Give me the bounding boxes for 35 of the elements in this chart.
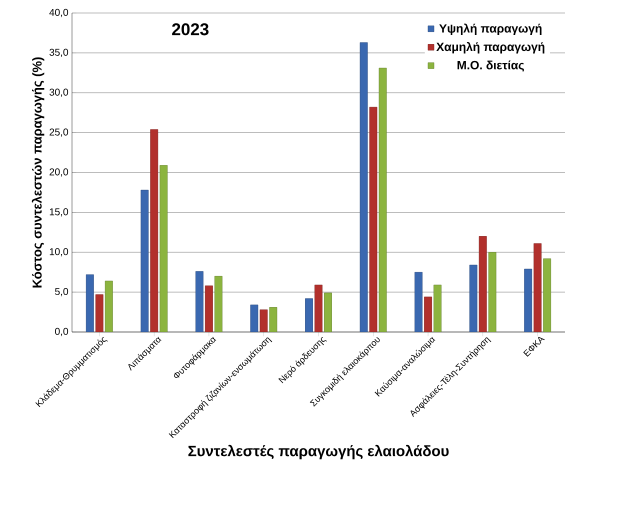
bar	[543, 258, 552, 332]
bar	[160, 165, 168, 332]
bar	[204, 286, 213, 332]
legend-label: Υψηλή παραγωγή	[439, 24, 542, 36]
y-tick-label: 30,0	[49, 88, 68, 97]
bar	[305, 298, 313, 332]
bar	[196, 271, 204, 332]
legend-label: Χαμηλή παραγωγή	[436, 42, 544, 54]
bar	[214, 276, 222, 332]
y-tick-label: 0,0	[55, 328, 68, 336]
y-tick-label: 10,0	[50, 248, 68, 256]
y-tick-label: 20,0	[50, 168, 68, 177]
y-tick-label: 35,0	[49, 48, 68, 57]
x-axis-title: Συντελεστές παραγωγής ελαιολάδου	[188, 444, 449, 460]
bar	[469, 264, 478, 332]
bar	[434, 284, 442, 332]
bar	[140, 190, 149, 332]
y-tick-label: 15,0	[50, 208, 68, 216]
bar	[150, 129, 158, 332]
bar	[534, 243, 542, 332]
bar	[95, 294, 104, 332]
y-tick-label: 25,0	[50, 128, 68, 137]
bar	[86, 274, 94, 332]
y-tick-label: 5,0	[55, 288, 68, 296]
y-axis-title: Κόστος συντελεστών παραγωγής (%)	[32, 57, 44, 288]
chart-title: 2023	[172, 23, 209, 36]
y-tick-label: 40,0	[49, 8, 68, 18]
legend-label: Μ.Ο. διετίας	[458, 60, 524, 72]
bar	[324, 292, 332, 332]
bar	[524, 268, 532, 332]
bar	[478, 236, 487, 332]
bar	[414, 272, 423, 332]
bar	[104, 280, 113, 332]
bar	[314, 284, 322, 332]
bar	[424, 296, 432, 332]
